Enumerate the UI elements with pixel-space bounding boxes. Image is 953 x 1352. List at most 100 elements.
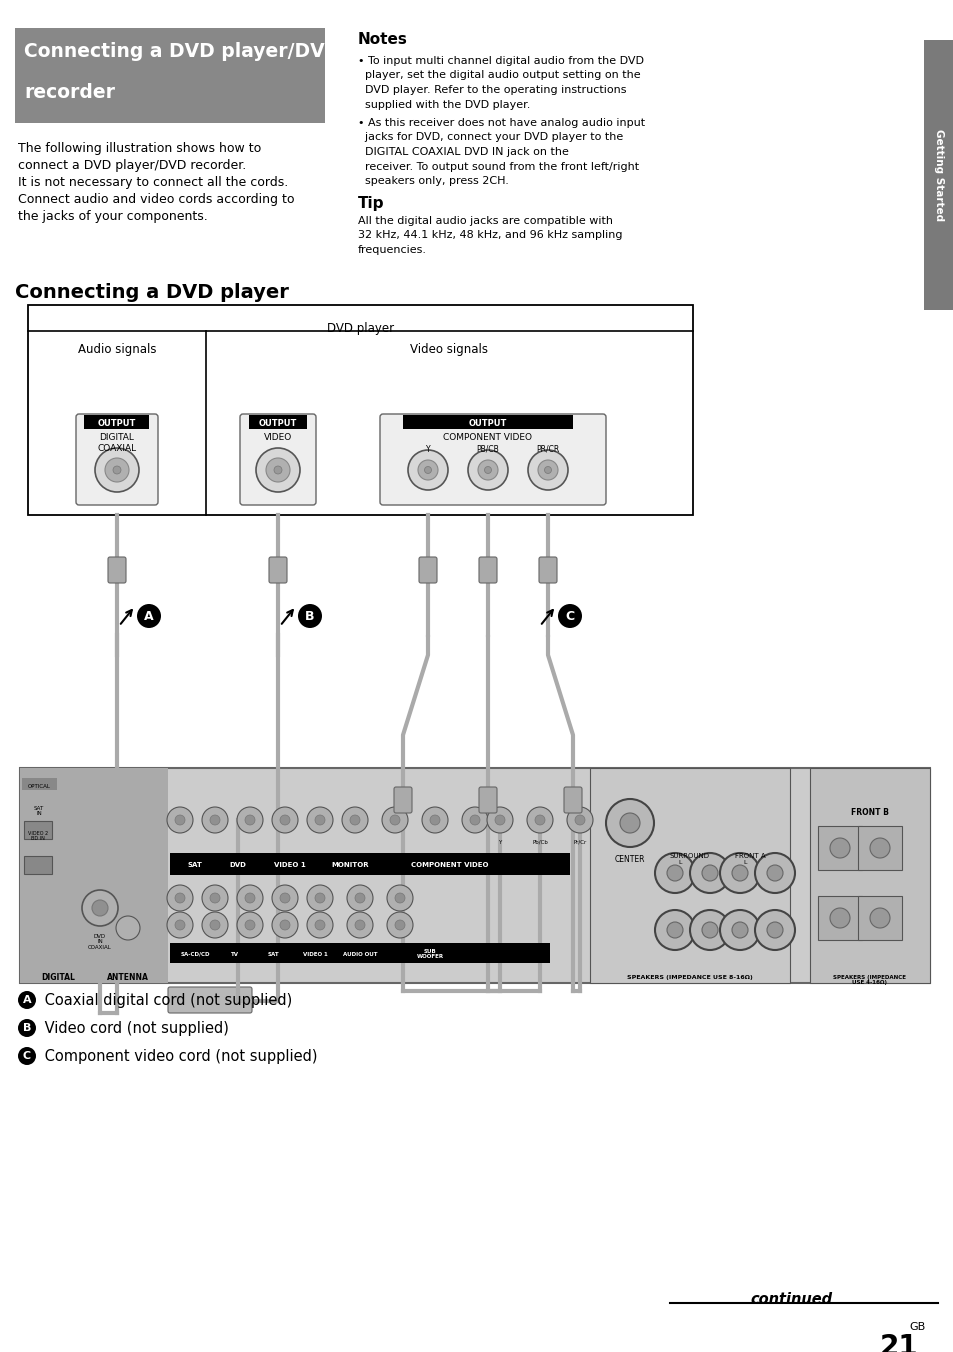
Bar	[249, 415, 307, 429]
Circle shape	[468, 450, 507, 489]
Text: • As this receiver does not have analog audio input: • As this receiver does not have analog …	[357, 118, 644, 128]
Circle shape	[619, 813, 639, 833]
Circle shape	[869, 909, 889, 927]
Text: FRONT B: FRONT B	[850, 808, 888, 817]
FancyBboxPatch shape	[240, 414, 315, 506]
Text: VIDEO 1: VIDEO 1	[302, 952, 327, 956]
Circle shape	[137, 604, 161, 627]
Text: PB/CB: PB/CB	[476, 445, 498, 454]
Circle shape	[167, 913, 193, 938]
Text: AUDIO OUT: AUDIO OUT	[342, 952, 376, 956]
Bar	[24, 856, 52, 873]
Circle shape	[18, 1046, 36, 1065]
Text: supplied with the DVD player.: supplied with the DVD player.	[357, 100, 530, 110]
Text: player, set the digital audio output setting on the: player, set the digital audio output set…	[357, 70, 640, 81]
Bar	[402, 415, 573, 429]
Text: COAXIAL: COAXIAL	[97, 443, 136, 453]
Circle shape	[350, 815, 359, 825]
FancyBboxPatch shape	[478, 787, 497, 813]
Circle shape	[869, 838, 889, 859]
Circle shape	[347, 886, 373, 911]
Bar	[589, 768, 789, 983]
Text: recorder: recorder	[24, 82, 115, 101]
Circle shape	[210, 919, 220, 930]
Circle shape	[605, 799, 654, 846]
Circle shape	[537, 460, 558, 480]
Bar	[817, 826, 862, 869]
FancyBboxPatch shape	[379, 414, 605, 506]
Circle shape	[766, 922, 782, 938]
Circle shape	[666, 922, 682, 938]
Text: Coaxial digital cord (not supplied): Coaxial digital cord (not supplied)	[40, 992, 292, 1007]
Bar	[817, 896, 862, 940]
Circle shape	[116, 917, 140, 940]
FancyBboxPatch shape	[478, 557, 497, 583]
Circle shape	[689, 910, 729, 950]
Text: receiver. To output sound from the front left/right: receiver. To output sound from the front…	[357, 161, 639, 172]
Circle shape	[174, 919, 185, 930]
Text: Pr/Cr: Pr/Cr	[573, 840, 586, 845]
Circle shape	[355, 919, 365, 930]
Circle shape	[390, 815, 399, 825]
Circle shape	[18, 1019, 36, 1037]
Text: COMPONENT VIDEO: COMPONENT VIDEO	[443, 433, 532, 442]
Circle shape	[575, 815, 584, 825]
Circle shape	[18, 991, 36, 1009]
Text: Connect audio and video cords according to: Connect audio and video cords according …	[18, 193, 294, 206]
Circle shape	[355, 894, 365, 903]
Circle shape	[202, 807, 228, 833]
Circle shape	[387, 913, 413, 938]
FancyBboxPatch shape	[394, 787, 412, 813]
Text: OPTICAL: OPTICAL	[28, 784, 51, 790]
Bar	[20, 768, 929, 983]
Circle shape	[417, 460, 437, 480]
Circle shape	[766, 865, 782, 882]
Text: Pb/Cb: Pb/Cb	[532, 840, 547, 845]
Text: VIDEO 2
BD IN: VIDEO 2 BD IN	[28, 831, 48, 841]
Text: connect a DVD player/DVD recorder.: connect a DVD player/DVD recorder.	[18, 160, 246, 172]
Circle shape	[236, 913, 263, 938]
Circle shape	[202, 913, 228, 938]
Bar	[923, 41, 953, 310]
Text: PR/CR: PR/CR	[536, 445, 559, 454]
Circle shape	[112, 466, 121, 475]
Text: B: B	[305, 610, 314, 622]
Text: A: A	[23, 995, 31, 1005]
Circle shape	[829, 838, 849, 859]
Circle shape	[477, 460, 497, 480]
Text: 32 kHz, 44.1 kHz, 48 kHz, and 96 kHz sampling: 32 kHz, 44.1 kHz, 48 kHz, and 96 kHz sam…	[357, 230, 622, 241]
Circle shape	[527, 450, 567, 489]
Circle shape	[395, 919, 405, 930]
Text: the jacks of your components.: the jacks of your components.	[18, 210, 208, 223]
Circle shape	[245, 815, 254, 825]
Circle shape	[408, 450, 448, 489]
Text: FRONT A: FRONT A	[734, 853, 765, 859]
FancyBboxPatch shape	[563, 787, 581, 813]
Circle shape	[91, 900, 108, 917]
Bar	[170, 942, 550, 963]
Text: VIDEO: VIDEO	[264, 433, 292, 442]
Text: • To input multi channel digital audio from the DVD: • To input multi channel digital audio f…	[357, 55, 643, 66]
Text: DIGITAL: DIGITAL	[41, 973, 75, 982]
Text: SAT: SAT	[267, 952, 278, 956]
Circle shape	[174, 894, 185, 903]
Circle shape	[566, 807, 593, 833]
Circle shape	[280, 894, 290, 903]
Circle shape	[167, 886, 193, 911]
Circle shape	[280, 815, 290, 825]
Text: Connecting a DVD player/DVD: Connecting a DVD player/DVD	[24, 42, 340, 61]
Circle shape	[495, 815, 504, 825]
Text: SAT: SAT	[188, 863, 202, 868]
Circle shape	[689, 853, 729, 894]
Circle shape	[526, 807, 553, 833]
Text: SUB
WOOFER: SUB WOOFER	[416, 949, 443, 959]
Text: Notes: Notes	[357, 32, 408, 47]
Circle shape	[381, 807, 408, 833]
Text: TV: TV	[231, 952, 239, 956]
Circle shape	[535, 815, 544, 825]
Bar	[24, 821, 52, 840]
Circle shape	[307, 913, 333, 938]
Circle shape	[272, 913, 297, 938]
Circle shape	[731, 865, 747, 882]
Circle shape	[280, 919, 290, 930]
